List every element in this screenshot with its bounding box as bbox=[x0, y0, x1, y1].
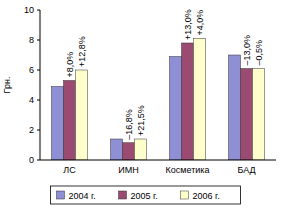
annotation: –13,0% bbox=[242, 35, 252, 66]
y-axis-label: Грн. bbox=[2, 77, 12, 94]
bar bbox=[229, 55, 241, 160]
y-tick-label: 10 bbox=[24, 5, 34, 15]
y-tick-label: 8 bbox=[29, 35, 34, 45]
legend: 2004 г. 2005 г. 2006 г. bbox=[51, 186, 241, 204]
legend-label: 2006 г. bbox=[193, 191, 220, 201]
annotation: –16,8% bbox=[124, 109, 134, 140]
annotation: –0,5% bbox=[254, 40, 264, 66]
annotation: +13,0% bbox=[183, 9, 193, 40]
legend-label: 2004 г. bbox=[69, 191, 96, 201]
bar bbox=[135, 139, 147, 160]
annotation: +12,8% bbox=[77, 36, 87, 67]
bar bbox=[64, 81, 76, 161]
x-tick-label: ЛС bbox=[63, 165, 76, 175]
x-tick-label: Косметика bbox=[166, 165, 210, 175]
annotation: +21,5% bbox=[136, 105, 146, 136]
x-tick-label: ИМН bbox=[118, 165, 138, 175]
chart: Грн. 0 2 4 6 8 10 +8,0% –16,8% +13,0% –13,0% +12,8%… bbox=[0, 0, 283, 220]
y-tick-label: 2 bbox=[29, 125, 34, 135]
annotation: +4,0% bbox=[195, 10, 205, 36]
annotations: +8,0% –16,8% +13,0% –13,0% +12,8% +21,5% +4,0%… bbox=[65, 9, 264, 140]
y-tick-label: 4 bbox=[29, 95, 34, 105]
legend-label: 2005 г. bbox=[131, 191, 158, 201]
legend-swatch bbox=[181, 191, 189, 199]
annotation: +8,0% bbox=[65, 52, 75, 78]
bar bbox=[76, 70, 88, 160]
bar bbox=[182, 43, 194, 160]
bar bbox=[194, 39, 206, 161]
legend-swatch bbox=[119, 191, 127, 199]
y-axis bbox=[40, 10, 41, 160]
legend-box bbox=[51, 186, 241, 204]
y-tick-label: 6 bbox=[29, 65, 34, 75]
bar bbox=[52, 87, 64, 161]
bar bbox=[253, 69, 265, 161]
bar bbox=[241, 69, 253, 161]
x-tick-label: БАД bbox=[237, 165, 255, 175]
y-tick-label: 0 bbox=[29, 155, 34, 165]
x-axis bbox=[40, 160, 276, 161]
bar bbox=[111, 139, 123, 160]
bar bbox=[123, 143, 135, 160]
legend-swatch bbox=[57, 191, 65, 199]
bar bbox=[170, 57, 182, 161]
